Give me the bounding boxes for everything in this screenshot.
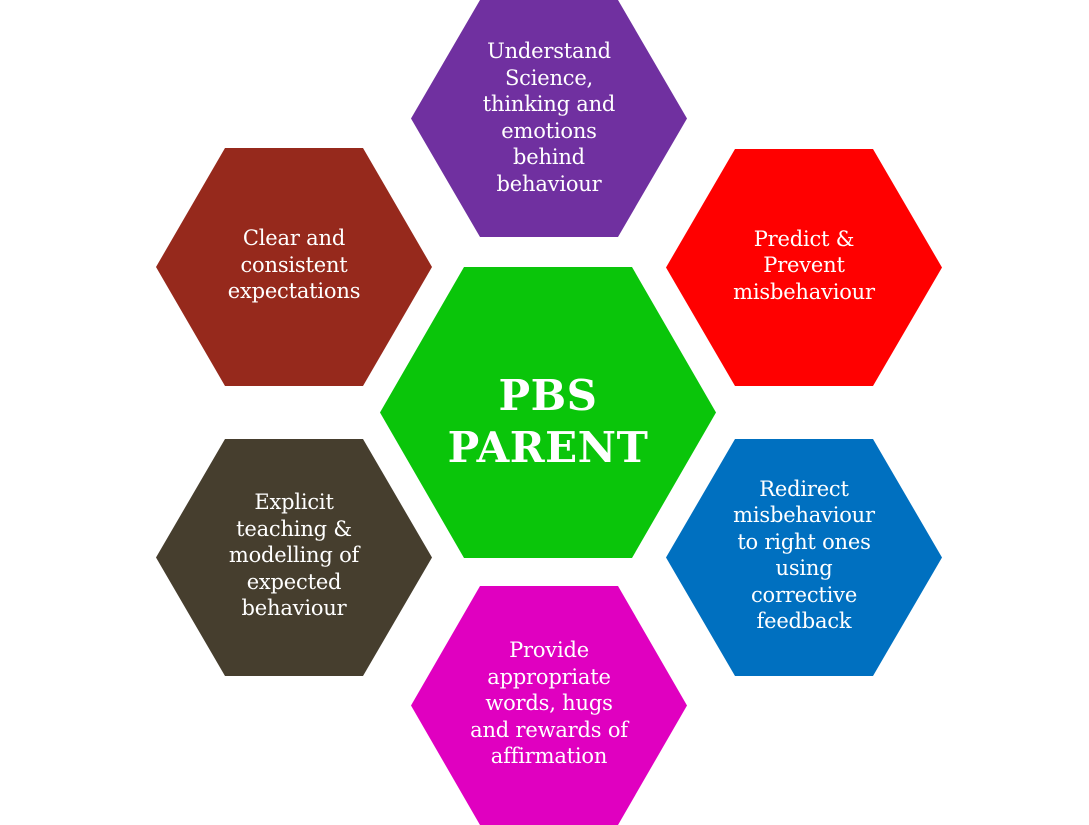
hexagon-clear-expectations-label: Clear and consistent expectations — [227, 226, 361, 304]
hexagon-pbs-parent-center: PBS PARENT — [380, 267, 716, 558]
hexagon-redirect-misbehaviour-label: Redirect misbehaviour to right ones usin… — [733, 476, 875, 634]
hexagon-explicit-teaching-label: Explicit teaching & modelling of expecte… — [228, 490, 360, 621]
hexagon-understand-science: Understand Science, thinking and emotion… — [411, 0, 687, 237]
hexagon-pbs-parent-title: PBS PARENT — [447, 370, 649, 472]
hexagon-clear-expectations: Clear and consistent expectations — [156, 148, 432, 386]
hexagon-provide-affirmation: Provide appropriate words, hugs and rewa… — [411, 586, 687, 825]
hexagon-redirect-misbehaviour: Redirect misbehaviour to right ones usin… — [666, 439, 942, 676]
hexagon-predict-prevent: Predict & Prevent misbehaviour — [666, 149, 942, 386]
hexagon-explicit-teaching: Explicit teaching & modelling of expecte… — [156, 439, 432, 676]
hexagon-predict-prevent-label: Predict & Prevent misbehaviour — [733, 226, 875, 304]
hexagon-provide-affirmation-label: Provide appropriate words, hugs and rewa… — [470, 638, 628, 769]
hexagon-understand-science-label: Understand Science, thinking and emotion… — [482, 39, 616, 196]
